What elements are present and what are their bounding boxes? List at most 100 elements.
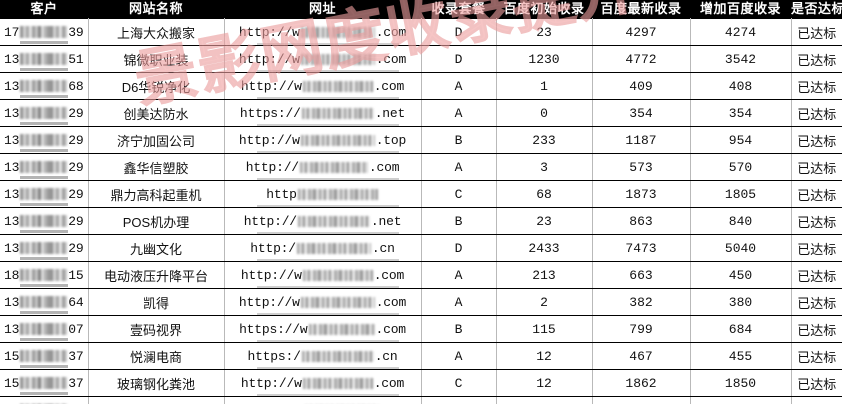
cell-baidu-increase[interactable]: 380 bbox=[690, 288, 792, 316]
cell-baidu-latest[interactable]: 467 bbox=[592, 342, 691, 370]
cell-baidu-initial[interactable]: 23 bbox=[496, 18, 593, 46]
cell-baidu-latest[interactable]: 4297 bbox=[592, 18, 691, 46]
column-header-customer[interactable]: 客户 bbox=[0, 0, 88, 19]
cell-baidu-increase[interactable]: 4274 bbox=[690, 18, 792, 46]
cell-qualified-status[interactable]: 已达标 bbox=[791, 369, 842, 397]
cell-index-package[interactable]: A bbox=[421, 342, 497, 370]
cell-baidu-initial[interactable]: 213 bbox=[496, 261, 593, 289]
cell-baidu-increase[interactable]: 5040 bbox=[690, 234, 792, 262]
cell-baidu-latest[interactable]: 998 bbox=[592, 396, 691, 404]
cell-index-package[interactable]: A bbox=[421, 261, 497, 289]
table-row[interactable]: 13 64 凯得 http://w .com A 2 382 380 已达标 bbox=[0, 288, 842, 316]
column-header-site-url[interactable]: 网址 bbox=[224, 0, 421, 19]
cell-site-url[interactable]: http://w .com bbox=[224, 72, 422, 100]
cell-baidu-latest[interactable]: 409 bbox=[592, 72, 691, 100]
cell-site-name[interactable]: 万博网络 bbox=[88, 396, 225, 404]
cell-index-package[interactable]: B bbox=[421, 396, 497, 404]
cell-qualified-status[interactable]: 已达标 bbox=[791, 261, 842, 289]
cell-baidu-increase[interactable]: 845 bbox=[690, 396, 792, 404]
cell-qualified-status[interactable]: 已达标 bbox=[791, 45, 842, 73]
cell-site-name[interactable]: 济宁加固公司 bbox=[88, 126, 225, 154]
cell-baidu-initial[interactable]: 12 bbox=[496, 369, 593, 397]
cell-customer-id[interactable]: 13 29 bbox=[0, 207, 89, 235]
cell-site-name[interactable]: 创美达防水 bbox=[88, 99, 225, 127]
cell-qualified-status[interactable]: 已达标 bbox=[791, 315, 842, 343]
cell-baidu-initial[interactable]: 153 bbox=[496, 396, 593, 404]
cell-baidu-increase[interactable]: 455 bbox=[690, 342, 792, 370]
table-row[interactable]: 13 29 创美达防水 https://.net A 0 354 354 已达标 bbox=[0, 99, 842, 127]
cell-qualified-status[interactable]: 已达标 bbox=[791, 72, 842, 100]
cell-site-url[interactable]: http://w .com bbox=[224, 369, 422, 397]
cell-customer-id[interactable]: 13 29 bbox=[0, 99, 89, 127]
cell-site-url[interactable]: http://w .com bbox=[224, 261, 422, 289]
table-row[interactable]: 13 29 九幽文化 http:/ .cn D 2433 7473 5040 已达标 bbox=[0, 234, 842, 262]
cell-customer-id[interactable]: 13 29 bbox=[0, 153, 89, 181]
table-row[interactable]: 13 68 D6华锐净化 http://w .com A 1 409 408 已达标 bbox=[0, 72, 842, 100]
cell-baidu-increase[interactable]: 840 bbox=[690, 207, 792, 235]
table-row[interactable]: 13 51 锦微职业装 http://w .com D 1230 4772 3542 已达标 bbox=[0, 45, 842, 73]
table-row[interactable]: 13 29 鼎力高科起重机 http C 68 1873 1805 已达标 bbox=[0, 180, 842, 208]
cell-qualified-status[interactable]: 已达标 bbox=[791, 18, 842, 46]
cell-baidu-increase[interactable]: 1805 bbox=[690, 180, 792, 208]
cell-baidu-increase[interactable]: 954 bbox=[690, 126, 792, 154]
cell-qualified-status[interactable]: 已达标 bbox=[791, 126, 842, 154]
cell-baidu-initial[interactable]: 12 bbox=[496, 342, 593, 370]
cell-baidu-increase[interactable]: 354 bbox=[690, 99, 792, 127]
column-header-is-qualified[interactable]: 是否达标 bbox=[791, 0, 842, 19]
cell-baidu-latest[interactable]: 863 bbox=[592, 207, 691, 235]
cell-index-package[interactable]: A bbox=[421, 153, 497, 181]
cell-baidu-initial[interactable]: 0 bbox=[496, 99, 593, 127]
cell-site-name[interactable]: D6华锐净化 bbox=[88, 72, 225, 100]
cell-customer-id[interactable]: 13 29 bbox=[0, 234, 89, 262]
cell-site-name[interactable]: 鑫华信塑胶 bbox=[88, 153, 225, 181]
cell-index-package[interactable]: D bbox=[421, 45, 497, 73]
cell-site-name[interactable]: 壹码视界 bbox=[88, 315, 225, 343]
column-header-baidu-increase[interactable]: 增加百度收录 bbox=[690, 0, 791, 19]
column-header-site-name[interactable]: 网站名称 bbox=[88, 0, 224, 19]
cell-baidu-increase[interactable]: 570 bbox=[690, 153, 792, 181]
table-row[interactable]: 13 29 POS机办理 http:// .net B 23 863 840 已达标 bbox=[0, 207, 842, 235]
cell-customer-id[interactable]: 13 29 bbox=[0, 180, 89, 208]
cell-site-url[interactable]: https:// .net bbox=[224, 99, 422, 127]
cell-qualified-status[interactable]: 已达标 bbox=[791, 207, 842, 235]
column-header-index-package[interactable]: 收录套餐 bbox=[421, 0, 496, 19]
cell-baidu-initial[interactable]: 2 bbox=[496, 288, 593, 316]
cell-customer-id[interactable]: 13 51 bbox=[0, 45, 89, 73]
table-row[interactable]: 1537万博网络http://w.cnB153998845已达标 bbox=[0, 396, 842, 404]
column-header-baidu-latest[interactable]: 百度最新收录 bbox=[592, 0, 690, 19]
cell-site-name[interactable]: 凯得 bbox=[88, 288, 225, 316]
cell-site-name[interactable]: 玻璃钢化粪池 bbox=[88, 369, 225, 397]
cell-index-package[interactable]: B bbox=[421, 207, 497, 235]
cell-qualified-status[interactable]: 已达标 bbox=[791, 342, 842, 370]
cell-baidu-latest[interactable]: 573 bbox=[592, 153, 691, 181]
cell-baidu-latest[interactable]: 4772 bbox=[592, 45, 691, 73]
cell-site-url[interactable]: https:/ .cn bbox=[224, 342, 422, 370]
table-row[interactable]: 13 29 济宁加固公司 http://w .top B 233 1187 954 已达标 bbox=[0, 126, 842, 154]
cell-site-url[interactable]: http:// .com bbox=[224, 153, 422, 181]
cell-qualified-status[interactable]: 已达标 bbox=[791, 234, 842, 262]
cell-index-package[interactable]: A bbox=[421, 99, 497, 127]
cell-customer-id[interactable]: 13 29 bbox=[0, 126, 89, 154]
cell-site-name[interactable]: 锦微职业装 bbox=[88, 45, 225, 73]
table-row[interactable]: 13 29 鑫华信塑胶 http:// .com A 3 573 570 已达标 bbox=[0, 153, 842, 181]
cell-baidu-latest[interactable]: 354 bbox=[592, 99, 691, 127]
cell-index-package[interactable]: A bbox=[421, 288, 497, 316]
cell-site-url[interactable]: http bbox=[224, 180, 422, 208]
cell-baidu-increase[interactable]: 450 bbox=[690, 261, 792, 289]
table-row[interactable]: 15 37 悦澜电商 https:/.cn A 12 467 455 已达标 bbox=[0, 342, 842, 370]
cell-site-url[interactable]: http:// .net bbox=[224, 207, 422, 235]
cell-index-package[interactable]: D bbox=[421, 18, 497, 46]
cell-baidu-latest[interactable]: 663 bbox=[592, 261, 691, 289]
cell-customer-id[interactable]: 13 64 bbox=[0, 288, 89, 316]
cell-site-url[interactable]: http://w .com bbox=[224, 288, 422, 316]
cell-site-url[interactable]: http://w .com bbox=[224, 18, 422, 46]
cell-customer-id[interactable]: 13 07 bbox=[0, 315, 89, 343]
table-row[interactable]: 15 37 玻璃钢化粪池 http://w .com C 12 1862 1850 已达标 bbox=[0, 369, 842, 397]
table-row[interactable]: 17 39 上海大众搬家 http://w .com D 23 4297 4274 已达标 bbox=[0, 18, 842, 46]
cell-site-url[interactable]: http://w .com bbox=[224, 45, 422, 73]
cell-baidu-latest[interactable]: 7473 bbox=[592, 234, 691, 262]
cell-baidu-latest[interactable]: 1862 bbox=[592, 369, 691, 397]
